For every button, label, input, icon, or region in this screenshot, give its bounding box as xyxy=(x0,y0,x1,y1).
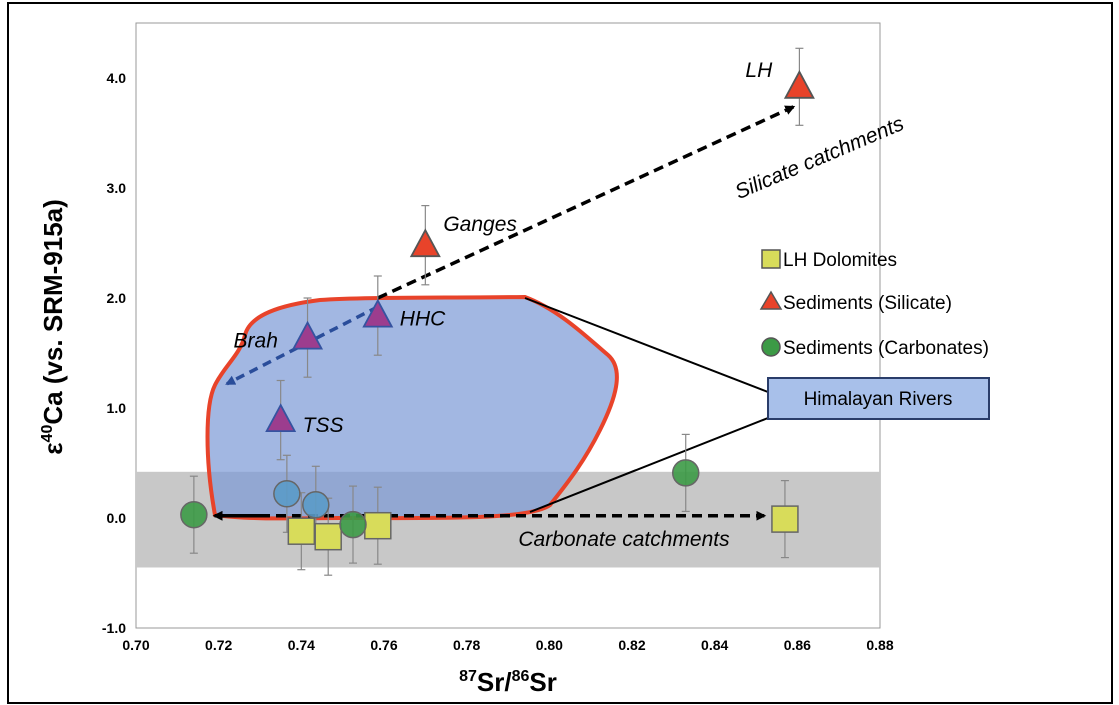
x-axis-title: 87Sr/86Sr xyxy=(459,667,557,697)
river-arrow xyxy=(225,305,379,386)
y-axis-title: ε40Ca (vs. SRM-915a) xyxy=(38,199,68,455)
x-tick-4: 0.78 xyxy=(453,637,480,653)
x-tick-1: 0.72 xyxy=(205,637,232,653)
river-point-1 xyxy=(362,298,394,328)
y-axis-main: Ca (vs. SRM-915a) xyxy=(38,199,68,424)
himalayan-rivers-label: Himalayan Rivers xyxy=(804,389,953,410)
s2-point-0 xyxy=(180,500,208,529)
y-tick-1: 0.0 xyxy=(107,510,127,526)
x-tick-5: 0.80 xyxy=(536,637,563,653)
y-tick-3: 2.0 xyxy=(107,290,127,306)
river-label-0: Brah xyxy=(234,330,278,353)
river-point-3 xyxy=(273,480,301,508)
himalayan-rivers-region xyxy=(205,294,619,521)
legend: LH Dolomites Sediments (Silicate) Sedime… xyxy=(759,249,989,359)
s0-point-3 xyxy=(771,505,799,533)
legend-label-sediments-silicate: Sediments (Silicate) xyxy=(783,293,952,314)
markers xyxy=(180,69,815,551)
y-tick-4: 3.0 xyxy=(107,180,127,196)
legend-label-lh-dolomites: LH Dolomites xyxy=(783,250,897,271)
x-tick-8: 0.86 xyxy=(784,637,811,653)
y-axis-sup: 40 xyxy=(39,425,56,443)
x-tick-0: 0.70 xyxy=(122,637,149,653)
s1-label-0: Ganges xyxy=(443,213,517,236)
x-tick-labels: 0.70 0.72 0.74 0.76 0.78 0.80 0.82 0.84 0.86 0.88 xyxy=(122,637,893,653)
river-point-4 xyxy=(302,491,330,519)
s0-point-1 xyxy=(314,522,342,551)
silicate-arrow xyxy=(377,105,796,300)
callout-line-top xyxy=(524,297,769,393)
river-point-0 xyxy=(292,320,324,350)
x-tick-3: 0.76 xyxy=(370,637,397,653)
s2-point-1 xyxy=(339,510,367,539)
legend-marker-sediments-silicate xyxy=(759,290,783,310)
y-axis-pre: ε xyxy=(38,442,68,454)
point-labels: Brah HHC TSS Ganges LH xyxy=(234,59,774,437)
y-tick-5: 4.0 xyxy=(107,70,127,86)
callout-line-bottom xyxy=(529,417,769,513)
s1-point-0 xyxy=(409,228,441,258)
carbonate-catchments-label: Carbonate catchments xyxy=(518,528,730,551)
s1-label-1: LH xyxy=(745,59,773,82)
river-label-2: TSS xyxy=(303,414,344,437)
river-point-2 xyxy=(265,403,297,432)
river-label-1: HHC xyxy=(400,308,446,331)
y-tick-0: -1.0 xyxy=(102,620,126,636)
x-tick-6: 0.82 xyxy=(618,637,645,653)
plot-frame xyxy=(135,22,881,629)
legend-label-sediments-carbonates: Sediments (Carbonates) xyxy=(783,338,989,359)
x-axis-sup-1: 87 xyxy=(459,668,477,685)
legend-marker-sediments-carbonates xyxy=(761,337,781,357)
y-tick-labels: -1.0 0.0 1.0 2.0 3.0 4.0 xyxy=(102,70,126,636)
himalayan-rivers-box xyxy=(767,377,990,420)
s0-point-2 xyxy=(364,511,392,540)
x-tick-7: 0.84 xyxy=(701,637,728,653)
y-tick-2: 1.0 xyxy=(107,400,127,416)
s2-point-2 xyxy=(671,459,700,487)
x-axis-sup-2: 86 xyxy=(512,668,530,685)
legend-marker-lh-dolomites xyxy=(761,249,781,269)
x-tick-2: 0.74 xyxy=(288,637,315,653)
x-axis-main-2: Sr xyxy=(529,667,556,697)
x-tick-9: 0.88 xyxy=(866,637,893,653)
x-axis-main-1: Sr/ xyxy=(477,667,512,697)
s0-point-0 xyxy=(287,517,316,545)
s1-point-1 xyxy=(783,69,815,99)
